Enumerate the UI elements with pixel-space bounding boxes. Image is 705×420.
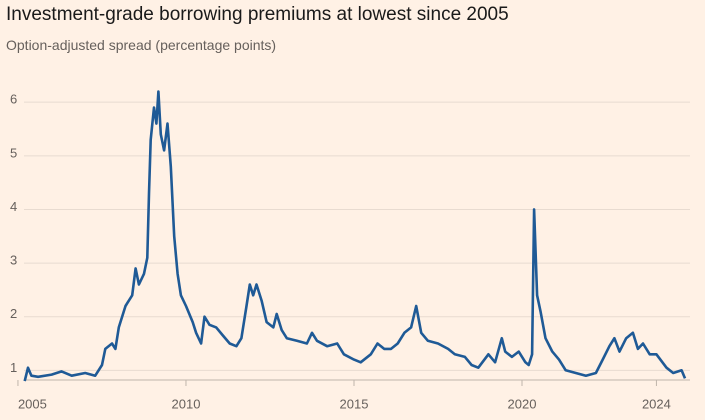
chart-subtitle: Option-adjusted spread (percentage point… — [6, 37, 276, 53]
y-tick-label: 6 — [10, 92, 17, 107]
x-tick-label: 2015 — [340, 396, 369, 411]
y-tick-label: 2 — [10, 306, 17, 321]
y-tick-label: 3 — [10, 253, 17, 268]
data-line — [23, 90, 687, 382]
x-tick-label: 2024 — [642, 396, 671, 411]
y-tick-label: 5 — [10, 145, 17, 160]
y-tick-label: 1 — [10, 360, 17, 375]
chart-title: Investment-grade borrowing premiums at l… — [6, 4, 509, 25]
x-tick-label: 2005 — [18, 396, 47, 411]
x-tick-label: 2010 — [172, 396, 201, 411]
x-tick-label: 2020 — [508, 396, 537, 411]
y-tick-label: 4 — [10, 199, 17, 214]
